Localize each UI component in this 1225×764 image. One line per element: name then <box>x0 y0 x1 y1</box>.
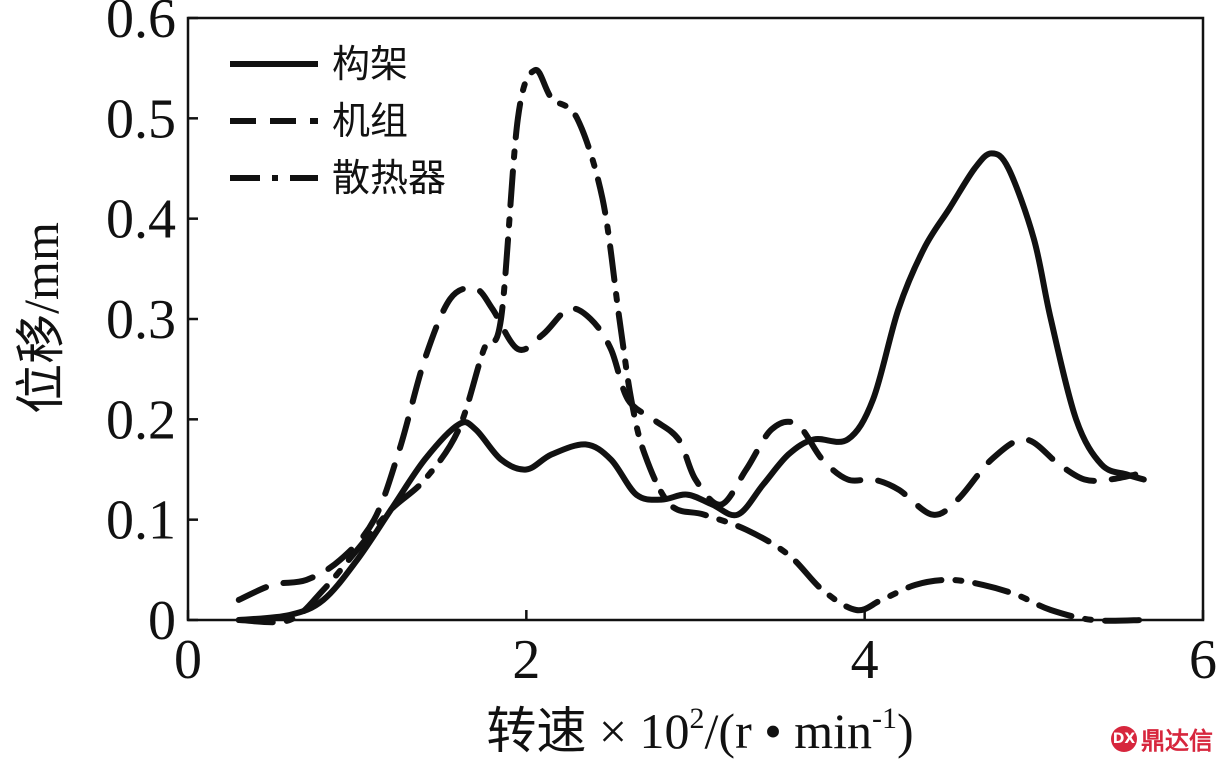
x-tick-label: 2 <box>512 629 540 691</box>
watermark-text: 鼎达信 <box>1141 727 1213 755</box>
x-tick-label: 0 <box>174 629 202 691</box>
x-axis-title: 转速 × 102/(r • min-1) <box>486 702 913 759</box>
x-axis-title-suffix: ) <box>897 703 914 759</box>
y-axis: 0 0.1 0.2 0.3 0.4 0.5 0.6 <box>106 0 198 652</box>
y-tick-label: 0 <box>148 590 176 652</box>
legend-label-2: 机组 <box>332 99 408 143</box>
x-axis-title-sup2: -1 <box>872 702 897 735</box>
x-tick-label: 4 <box>851 629 879 691</box>
series-line-2 <box>235 285 1139 603</box>
x-axis: 0 2 4 6 <box>174 610 1217 691</box>
series-line-3 <box>235 67 1147 626</box>
x-axis-title-prefix: 转速 × 10 <box>486 703 689 759</box>
y-axis-title: 位移/mm <box>13 222 69 414</box>
legend-label-1: 构架 <box>332 42 408 86</box>
y-tick-label: 0.4 <box>106 189 176 251</box>
y-tick-label: 0.1 <box>106 490 176 552</box>
y-tick-label: 0.3 <box>106 289 176 351</box>
y-tick-label: 0.2 <box>106 389 176 451</box>
series-line-1 <box>235 150 1147 623</box>
legend-label-3: 散热器 <box>332 156 446 200</box>
watermark-logo-icon: DX <box>1111 725 1137 752</box>
x-tick-label: 6 <box>1189 629 1217 691</box>
x-axis-title-mid: /(r • min <box>705 703 872 759</box>
y-tick-label: 0.5 <box>106 88 176 150</box>
watermark: DX 鼎达信 <box>1111 721 1213 756</box>
x-axis-title-sup: 2 <box>690 702 705 735</box>
series-layer <box>235 67 1147 626</box>
y-tick-label: 0.6 <box>106 0 176 50</box>
